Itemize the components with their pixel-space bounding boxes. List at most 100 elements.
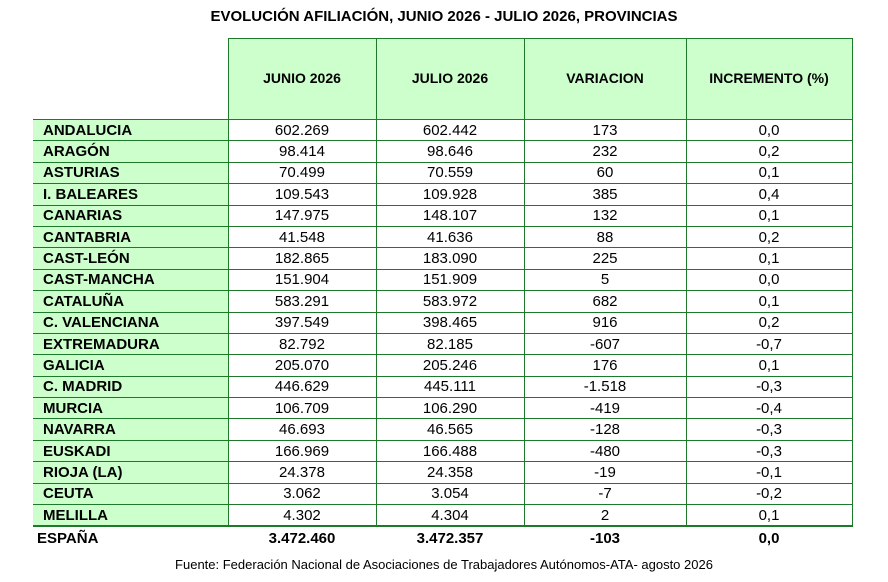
junio-value: 4.302 xyxy=(227,504,377,527)
table-row: ASTURIAS 70.499 70.559 60 0,1 xyxy=(33,162,853,185)
junio-value: 70.499 xyxy=(227,162,377,185)
junio-value: 46.693 xyxy=(227,418,377,441)
incremento-value: -0,7 xyxy=(685,333,853,356)
junio-value: 166.969 xyxy=(227,440,377,463)
header-variacion: VARIACION xyxy=(523,38,687,120)
table-row: EXTREMADURA 82.792 82.185 -607 -0,7 xyxy=(33,333,853,356)
incremento-value: 0,4 xyxy=(685,183,853,206)
variacion-value: -607 xyxy=(523,333,687,356)
table-row: I. BALEARES 109.543 109.928 385 0,4 xyxy=(33,183,853,206)
julio-value: 82.185 xyxy=(375,333,525,356)
header-blank-cell xyxy=(33,38,229,120)
julio-value: 205.246 xyxy=(375,354,525,377)
table-row: GALICIA 205.070 205.246 176 0,1 xyxy=(33,354,853,377)
table-row: NAVARRA 46.693 46.565 -128 -0,3 xyxy=(33,418,853,441)
region-name: C. MADRID xyxy=(33,376,229,399)
variacion-value: 88 xyxy=(523,226,687,249)
total-incremento: 0,0 xyxy=(686,525,852,552)
incremento-value: -0,3 xyxy=(685,418,853,441)
variacion-value: 60 xyxy=(523,162,687,185)
junio-value: 109.543 xyxy=(227,183,377,206)
julio-value: 148.107 xyxy=(375,205,525,227)
region-name: CANARIAS xyxy=(33,205,229,227)
table-body: ANDALUCIA 602.269 602.442 173 0,0 ARAGÓN 98.41… xyxy=(33,118,853,527)
region-name: MURCIA xyxy=(33,397,229,420)
header-row: JUNIO 2026 JULIO 2026 VARIACION INCREMEN… xyxy=(33,38,853,120)
variacion-value: -1.518 xyxy=(523,376,687,399)
source-note: Fuente: Federación Nacional de Asociacio… xyxy=(175,557,713,572)
junio-value: 147.975 xyxy=(227,205,377,227)
region-name: CAST-MANCHA xyxy=(33,269,229,292)
incremento-value: 0,1 xyxy=(685,290,853,313)
junio-value: 24.378 xyxy=(227,461,377,484)
variacion-value: 385 xyxy=(523,183,687,206)
julio-value: 70.559 xyxy=(375,162,525,185)
variacion-value: -128 xyxy=(523,418,687,441)
table-row: CEUTA 3.062 3.054 -7 -0,2 xyxy=(33,483,853,506)
variacion-value: -19 xyxy=(523,461,687,484)
julio-value: 106.290 xyxy=(375,397,525,420)
variacion-value: 916 xyxy=(523,312,687,334)
variacion-value: -419 xyxy=(523,397,687,420)
region-name: ARAGÓN xyxy=(33,140,229,163)
affiliation-table: JUNIO 2026 JULIO 2026 VARIACION INCREMEN… xyxy=(33,38,853,552)
junio-value: 583.291 xyxy=(227,290,377,313)
variacion-value: 225 xyxy=(523,247,687,270)
region-name: CATALUÑA xyxy=(33,290,229,313)
region-name: MELILLA xyxy=(33,504,229,527)
total-variacion: -103 xyxy=(524,525,686,552)
julio-value: 3.054 xyxy=(375,483,525,506)
region-name: EXTREMADURA xyxy=(33,333,229,356)
incremento-value: 0,1 xyxy=(685,162,853,185)
variacion-value: -7 xyxy=(523,483,687,506)
julio-value: 445.111 xyxy=(375,376,525,399)
table-row: CATALUÑA 583.291 583.972 682 0,1 xyxy=(33,290,853,313)
variacion-value: -480 xyxy=(523,440,687,463)
junio-value: 151.904 xyxy=(227,269,377,292)
table-row: RIOJA (LA) 24.378 24.358 -19 -0,1 xyxy=(33,461,853,484)
julio-value: 4.304 xyxy=(375,504,525,527)
variacion-value: 173 xyxy=(523,118,687,142)
julio-value: 98.646 xyxy=(375,140,525,163)
table-row: C. VALENCIANA 397.549 398.465 916 0,2 xyxy=(33,312,853,334)
junio-value: 3.062 xyxy=(227,483,377,506)
incremento-value: 0,2 xyxy=(685,140,853,163)
incremento-value: -0,3 xyxy=(685,376,853,399)
variacion-value: 5 xyxy=(523,269,687,292)
region-name: GALICIA xyxy=(33,354,229,377)
region-name: CAST-LEÓN xyxy=(33,247,229,270)
julio-value: 183.090 xyxy=(375,247,525,270)
incremento-value: -0,3 xyxy=(685,440,853,463)
region-name: RIOJA (LA) xyxy=(33,461,229,484)
region-name: ASTURIAS xyxy=(33,162,229,185)
variacion-value: 682 xyxy=(523,290,687,313)
incremento-value: 0,1 xyxy=(685,354,853,377)
region-name: CEUTA xyxy=(33,483,229,506)
incremento-value: 0,2 xyxy=(685,312,853,334)
total-name: ESPAÑA xyxy=(33,525,228,552)
region-name: I. BALEARES xyxy=(33,183,229,206)
junio-value: 41.548 xyxy=(227,226,377,249)
incremento-value: -0,1 xyxy=(685,461,853,484)
total-junio: 3.472.460 xyxy=(228,525,376,552)
junio-value: 205.070 xyxy=(227,354,377,377)
junio-value: 106.709 xyxy=(227,397,377,420)
table-row: MELILLA 4.302 4.304 2 0,1 xyxy=(33,504,853,527)
julio-value: 166.488 xyxy=(375,440,525,463)
region-name: C. VALENCIANA xyxy=(33,312,229,334)
julio-value: 109.928 xyxy=(375,183,525,206)
julio-value: 602.442 xyxy=(375,118,525,142)
junio-value: 82.792 xyxy=(227,333,377,356)
table-row: ARAGÓN 98.414 98.646 232 0,2 xyxy=(33,140,853,163)
junio-value: 397.549 xyxy=(227,312,377,334)
header-incremento: INCREMENTO (%) xyxy=(685,38,853,120)
incremento-value: 0,0 xyxy=(685,118,853,142)
julio-value: 151.909 xyxy=(375,269,525,292)
julio-value: 46.565 xyxy=(375,418,525,441)
total-row: ESPAÑA 3.472.460 3.472.357 -103 0,0 xyxy=(33,525,852,552)
header-junio: JUNIO 2026 xyxy=(227,38,377,120)
incremento-value: 0,0 xyxy=(685,269,853,292)
variacion-value: 2 xyxy=(523,504,687,527)
incremento-value: 0,2 xyxy=(685,226,853,249)
julio-value: 583.972 xyxy=(375,290,525,313)
